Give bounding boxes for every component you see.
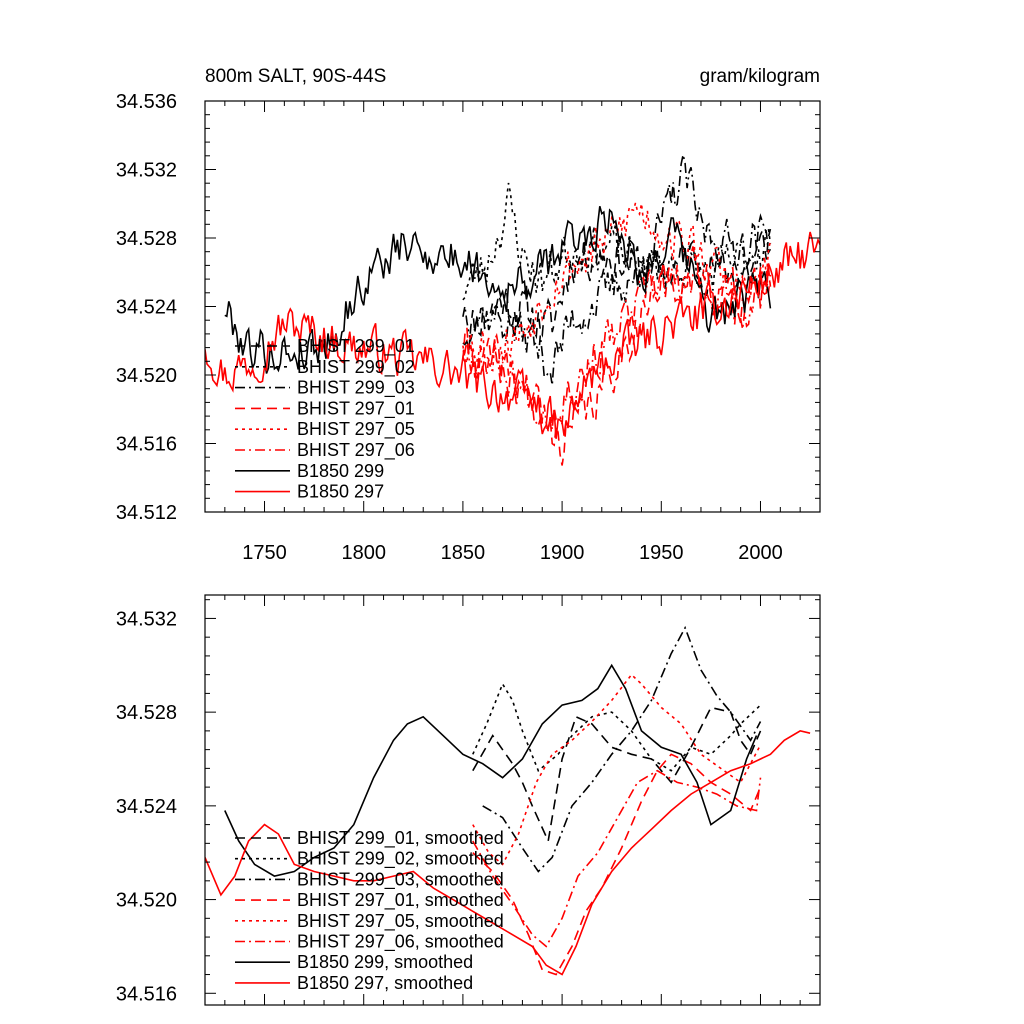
- legend-label: BHIST 299_01: [297, 336, 415, 357]
- series-line: [224, 205, 772, 374]
- legend-label: B1850 299, smoothed: [297, 952, 473, 972]
- x-tick-label: 1800: [341, 542, 386, 564]
- top-panel: 34.512 34.516 34.520 34.524 34.528 34.532 34.5…: [116, 66, 821, 564]
- legend-label: B1850 299: [297, 461, 384, 481]
- y-tick-label: 34.524: [116, 796, 177, 818]
- legend-label: BHIST 299_03, smoothed: [297, 869, 504, 890]
- legend-label: BHIST 297_06: [297, 440, 415, 461]
- x-tick-label: 1750: [242, 542, 287, 564]
- series-line: [472, 682, 762, 773]
- series-line: [472, 769, 762, 948]
- x-tick-label: 1850: [441, 542, 486, 564]
- series-line: [472, 753, 762, 976]
- series-group: [205, 154, 820, 466]
- units-label: gram/kilogram: [700, 66, 820, 87]
- plot-frame: [204, 594, 821, 1006]
- y-tick-label: 34.532: [116, 160, 177, 182]
- chart-title: 800m SALT, 90S-44S: [205, 66, 386, 87]
- legend-label: BHIST 299_03: [297, 378, 415, 399]
- y-tick-label: 34.532: [116, 608, 177, 630]
- legend-label: BHIST 297_01, smoothed: [297, 890, 504, 911]
- x-tick-label: 1950: [639, 542, 684, 564]
- y-tick-label: 34.536: [116, 91, 177, 113]
- legend-label: B1850 297, smoothed: [297, 973, 473, 993]
- legend-label: BHIST 299_02: [297, 357, 415, 378]
- series-line: [462, 182, 772, 301]
- bottom-panel: 34.516 34.520 34.524 34.528 34.532 BHIST 299_…: [116, 594, 821, 1006]
- series-line: [205, 231, 820, 439]
- y-tick-label: 34.512: [116, 502, 177, 524]
- y-tick-label: 34.528: [116, 702, 177, 724]
- series-line: [472, 706, 762, 844]
- legend-label: BHIST 299_02, smoothed: [297, 849, 504, 870]
- series-line: [462, 202, 772, 372]
- series-line: [224, 663, 758, 877]
- series-line: [205, 730, 811, 976]
- y-tick-label: 34.520: [116, 890, 177, 912]
- y-tick-label: 34.516: [116, 434, 177, 456]
- y-tick-label: 34.516: [116, 983, 177, 1005]
- y-tick-label: 34.524: [116, 297, 177, 319]
- legend-label: BHIST 299_01, smoothed: [297, 828, 504, 849]
- x-tick-label: 1900: [540, 542, 585, 564]
- x-tick-label: 2000: [738, 542, 783, 564]
- legend-label: BHIST 297_01: [297, 398, 415, 419]
- legend-label: B1850 297: [297, 482, 384, 502]
- y-tick-label: 34.520: [116, 365, 177, 387]
- legend-label: BHIST 297_06, smoothed: [297, 932, 504, 953]
- y-tick-label: 34.528: [116, 228, 177, 250]
- series-line: [472, 673, 762, 866]
- series-group: [205, 625, 811, 976]
- legend-label: BHIST 297_05, smoothed: [297, 911, 504, 932]
- series-line: [462, 264, 772, 432]
- series-line: [482, 625, 762, 873]
- series-line: [462, 246, 772, 466]
- legend-label: BHIST 297_05: [297, 419, 415, 440]
